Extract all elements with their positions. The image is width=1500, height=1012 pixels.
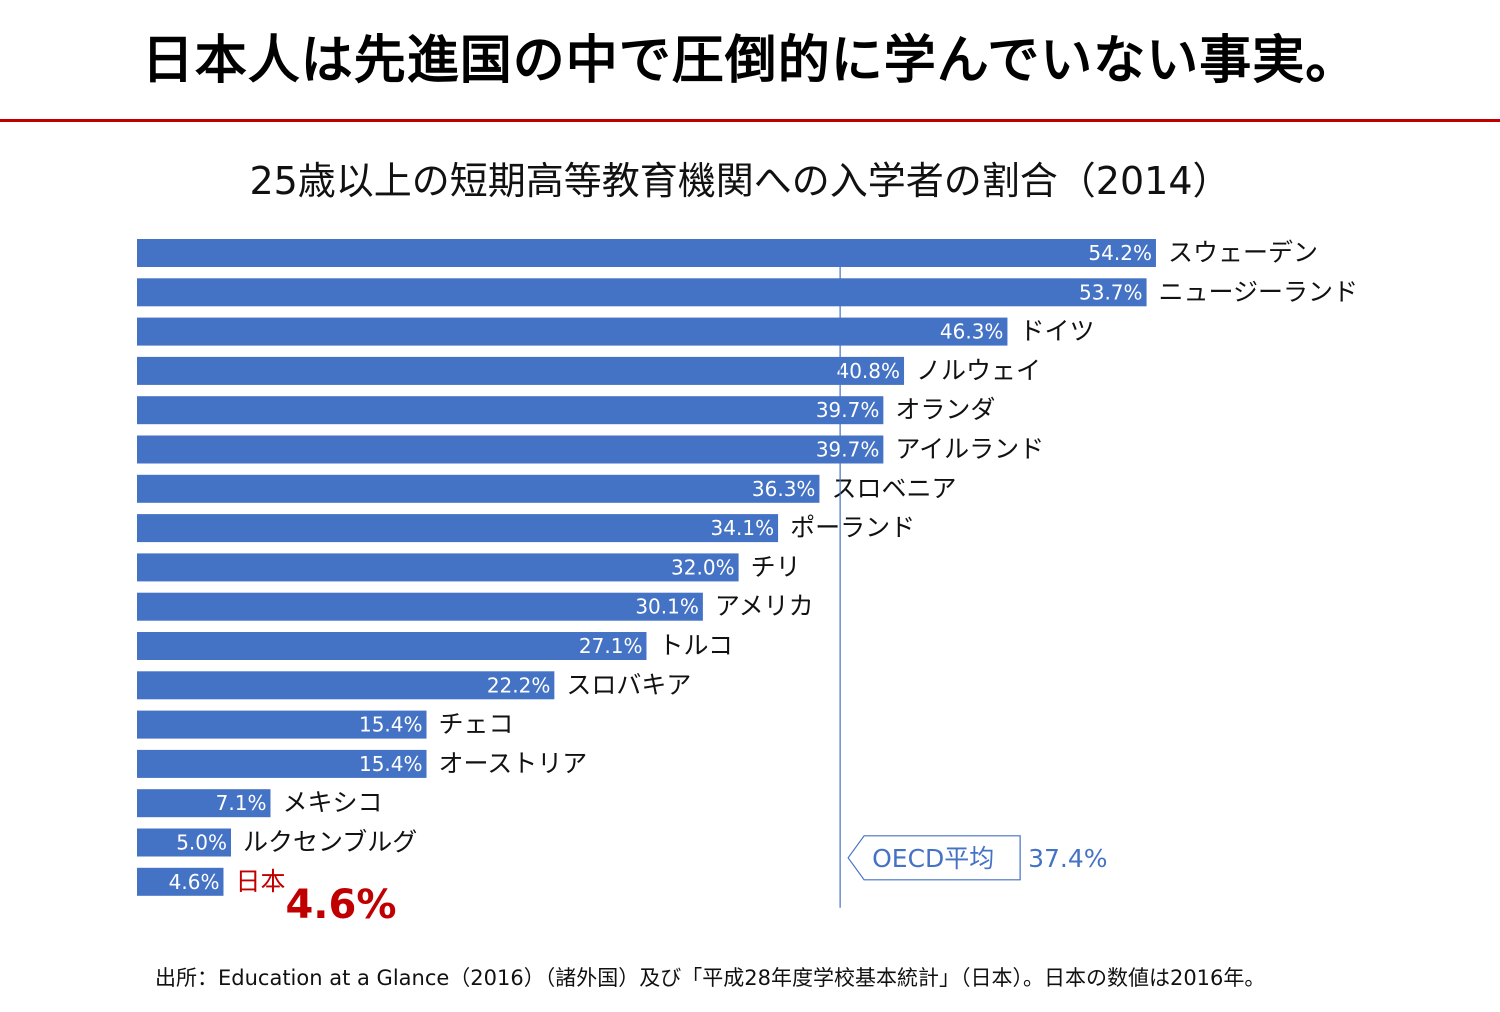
category-label: アメリカ bbox=[715, 592, 814, 621]
bar-value-label: 34.1% bbox=[711, 516, 775, 540]
category-label: チェコ bbox=[439, 710, 514, 739]
bar-value-label: 30.1% bbox=[635, 595, 699, 619]
bar-value-label: 39.7% bbox=[816, 438, 880, 462]
headline: 日本人は先進国の中で圧倒的に学んでいない事実。 bbox=[141, 31, 1359, 91]
category-label: オーストリア bbox=[439, 749, 588, 778]
bar bbox=[137, 671, 555, 700]
bar-value-label: 36.3% bbox=[752, 477, 816, 501]
bar bbox=[137, 867, 224, 896]
category-label: ニュージーランド bbox=[1159, 277, 1359, 306]
oecd-average-value: 37.4% bbox=[1028, 844, 1107, 873]
category-label: スロベニア bbox=[831, 474, 956, 503]
bar-value-label: 7.1% bbox=[216, 791, 267, 815]
oecd-average-name: OECD平均 bbox=[872, 844, 994, 873]
category-label: オランダ bbox=[895, 395, 995, 424]
category-label: スウェーデン bbox=[1168, 238, 1318, 267]
headline-rule bbox=[0, 119, 1500, 122]
category-label: トルコ bbox=[658, 631, 733, 660]
category-label: チリ bbox=[751, 552, 801, 581]
bar bbox=[137, 749, 427, 778]
bar bbox=[137, 553, 739, 582]
bar-value-label: 46.3% bbox=[940, 320, 1004, 344]
bar-value-label: 15.4% bbox=[359, 752, 423, 776]
oecd-average-callout bbox=[847, 835, 1021, 881]
bar bbox=[137, 592, 703, 621]
bar-value-label: 53.7% bbox=[1079, 280, 1143, 304]
category-label: アイルランド bbox=[895, 435, 1044, 464]
bar bbox=[137, 828, 231, 857]
bar bbox=[137, 789, 271, 818]
bar-value-label: 32.0% bbox=[671, 555, 735, 579]
category-label: 日本 bbox=[235, 867, 285, 896]
category-label: ドイツ bbox=[1019, 317, 1094, 346]
source-footnote: 出所：Education at a Glance（2016）（諸外国）及び「平成… bbox=[155, 966, 1266, 990]
bar bbox=[137, 710, 427, 739]
bar bbox=[137, 435, 884, 464]
chart-title: 25歳以上の短期高等教育機関への入学者の割合（2014） bbox=[249, 159, 1231, 203]
category-label: ルクセンブルグ bbox=[243, 828, 417, 857]
bar-value-label: 39.7% bbox=[816, 398, 880, 422]
category-label: ポーランド bbox=[790, 513, 915, 542]
bar-value-label: 54.2% bbox=[1088, 241, 1152, 265]
highlight-value-label: 4.6% bbox=[285, 882, 396, 928]
bar bbox=[137, 278, 1147, 307]
category-label: スロバキア bbox=[566, 670, 691, 699]
bar-chart: 54.2% スウェーデン 53.7% ニュージーランド 46.3% ドイツ 40.8% ノルウ… bbox=[137, 238, 1359, 928]
bar bbox=[137, 474, 820, 503]
category-label: メキシコ bbox=[282, 788, 382, 817]
bar bbox=[137, 632, 647, 660]
bar-value-label: 15.4% bbox=[359, 713, 423, 737]
bar-value-label: 22.2% bbox=[487, 673, 551, 697]
bar-value-label: 5.0% bbox=[176, 831, 227, 855]
bar bbox=[137, 356, 905, 385]
bar-value-label: 40.8% bbox=[836, 359, 900, 383]
bar bbox=[137, 317, 1008, 346]
bar bbox=[137, 239, 1156, 267]
bar-value-label: 4.6% bbox=[169, 870, 220, 894]
bar bbox=[137, 396, 884, 425]
bar-value-label: 27.1% bbox=[579, 634, 643, 658]
category-label: ノルウェイ bbox=[916, 356, 1041, 385]
bar bbox=[137, 514, 779, 543]
